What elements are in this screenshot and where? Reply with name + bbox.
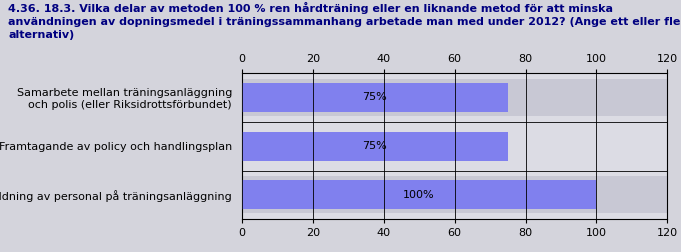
Bar: [242, 128, 667, 165]
Bar: [242, 116, 667, 128]
Bar: [242, 72, 667, 79]
Text: 75%: 75%: [362, 92, 387, 103]
Text: 75%: 75%: [362, 141, 387, 151]
Bar: [242, 79, 667, 116]
Bar: [242, 176, 667, 213]
Bar: [242, 213, 667, 221]
Bar: [242, 83, 508, 112]
Bar: [242, 165, 667, 176]
Text: 100%: 100%: [403, 190, 435, 200]
Bar: [242, 180, 597, 209]
Bar: [242, 132, 508, 161]
Text: 4.36. 18.3. Vilka delar av metoden 100 % ren hårdträning eller en liknande metod: 4.36. 18.3. Vilka delar av metoden 100 %…: [8, 2, 681, 41]
